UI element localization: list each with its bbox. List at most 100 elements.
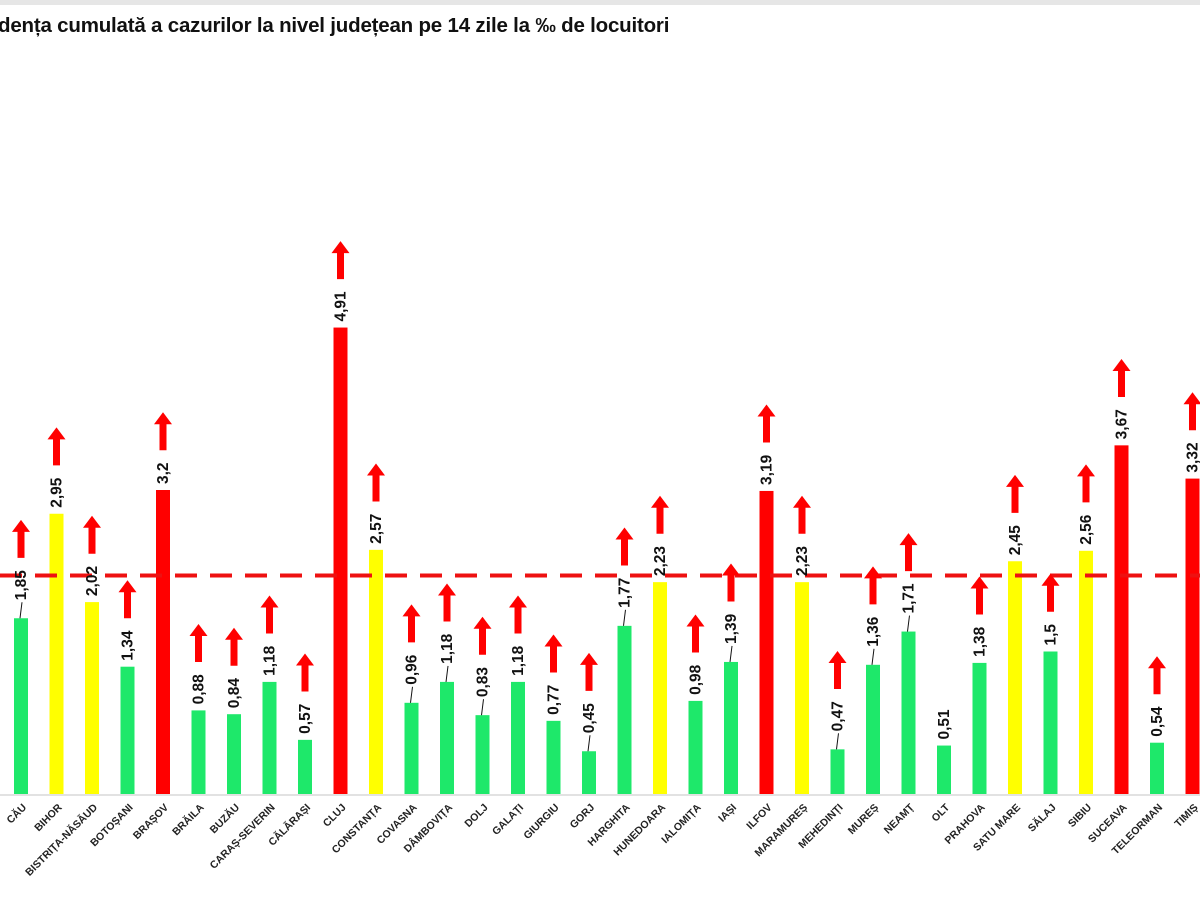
value-label: 3,32 [1185, 442, 1200, 472]
bar-bistrița-năsăud [85, 602, 99, 794]
bar-bacău [14, 618, 28, 794]
leader-line [623, 609, 626, 626]
trend-up-arrow-icon [722, 563, 740, 602]
bars-group [14, 327, 1200, 794]
trend-up-arrow-icon [580, 652, 598, 691]
bar-ialomița [688, 700, 703, 794]
trend-up-arrow-icon [1077, 464, 1095, 503]
category-label: MUREȘ [846, 802, 881, 837]
value-label: 3,19 [759, 454, 776, 485]
trend-up-arrow-icon [828, 650, 847, 689]
trend-up-arrow-icon [225, 627, 243, 666]
value-label: 0,88 [191, 674, 208, 705]
value-label: 0,77 [546, 685, 563, 715]
bar-suceava [1114, 445, 1129, 794]
trend-up-arrow-icon [47, 427, 66, 466]
trend-up-arrow-icon [438, 583, 456, 622]
category-label: SIBIU [1066, 802, 1094, 830]
category-label: NEAMȚ [882, 801, 917, 836]
bar-giurgiu [546, 720, 561, 794]
bar-caraș-severin [262, 681, 277, 794]
category-label: BRĂILA [169, 801, 207, 839]
category-label: OLT [929, 801, 952, 824]
bar-sibiu [1079, 550, 1093, 794]
bar-prahova [972, 662, 987, 794]
value-label: 0,47 [830, 701, 847, 731]
value-label: 2,56 [1078, 514, 1095, 545]
trend-up-arrow-icon [509, 595, 527, 634]
bar-neamț [901, 631, 916, 794]
trend-up-arrow-icon [1148, 656, 1166, 695]
bar-sălaj [1043, 651, 1058, 794]
trend-up-arrow-icon [83, 515, 101, 554]
trend-up-arrow-icon [1183, 392, 1200, 431]
bar-brașov [156, 490, 170, 794]
trend-up-arrow-icon [1006, 474, 1024, 513]
bar-brăila [191, 710, 206, 794]
value-label: 0,45 [581, 703, 598, 734]
value-labels-group: 1,85 2,95 2,02 1,34 3,2 0,88 0,84 1,18 0,57 4,91 2… [13, 291, 1200, 740]
trend-up-arrow-icon [402, 604, 421, 643]
trend-up-arrow-icon [651, 495, 669, 534]
category-label: ILFOV [744, 802, 774, 832]
value-label: 0,51 [936, 709, 953, 740]
bar-hunedoara [653, 582, 667, 794]
value-label: 2,23 [652, 546, 669, 577]
value-label: 1,18 [262, 645, 279, 676]
trend-up-arrow-icon [296, 653, 314, 692]
value-label: 1,85 [13, 570, 30, 601]
bar-călărași [298, 739, 312, 794]
category-label: CĂU [4, 801, 29, 826]
category-label: CLUJ [321, 802, 349, 830]
trend-up-arrow-icon [899, 533, 918, 572]
leader-line [410, 686, 413, 703]
trend-up-arrow-icon [1041, 573, 1060, 612]
category-label: TIMIȘ [1172, 802, 1200, 830]
value-label: 1,39 [723, 613, 740, 644]
leader-line [907, 615, 910, 632]
trend-up-arrow-icon [473, 616, 492, 655]
value-label: 0,57 [297, 704, 314, 734]
value-label: 0,83 [475, 667, 492, 698]
chart-title: dența cumulată a cazurilor la nivel jude… [0, 14, 670, 37]
value-label: 0,96 [404, 654, 421, 685]
value-label: 1,77 [617, 578, 634, 608]
bar-satu-mare [1008, 561, 1022, 794]
category-label: GIURGIU [521, 802, 561, 842]
trend-up-arrow-icon [757, 404, 776, 443]
category-label: CARAȘ-SEVERIN [208, 802, 278, 872]
trend-up-arrow-icon [1112, 358, 1131, 397]
bar-botoșani [120, 666, 135, 794]
trend-up-arrow-icon [615, 527, 634, 566]
category-label: GALAȚI [490, 802, 526, 838]
trend-up-arrow-icon [189, 624, 208, 662]
trend-arrows-group [12, 241, 1200, 695]
value-label: 1,36 [865, 616, 882, 647]
value-label: 3,2 [155, 462, 172, 484]
top-border-strip [0, 0, 1200, 5]
bar-teleorman [1150, 742, 1164, 794]
bar-harghita [617, 625, 632, 794]
trend-up-arrow-icon [154, 412, 172, 451]
bar-covasna [404, 702, 419, 794]
trend-up-arrow-icon [864, 566, 882, 605]
leader-line [445, 665, 449, 682]
leader-lines-group [19, 602, 910, 752]
category-label: DOLJ [462, 802, 490, 830]
value-label: 2,23 [794, 546, 811, 577]
bar-maramureș [795, 582, 809, 794]
leader-line [836, 733, 839, 750]
value-label: 0,98 [688, 664, 705, 695]
trend-up-arrow-icon [12, 519, 30, 558]
value-label: 4,91 [333, 291, 350, 322]
value-label: 1,18 [510, 645, 527, 676]
bar-olt [937, 745, 951, 794]
x-axis-group: CĂU BIHORBISTRIȚA-NĂSĂUDBOTOȘANIBRAȘOVBRĂ… [0, 794, 1200, 879]
leader-line [481, 699, 484, 716]
value-label: 1,38 [972, 626, 989, 657]
trend-up-arrow-icon [367, 463, 385, 502]
category-label: GORJ [568, 802, 598, 832]
bar-constanța [369, 549, 383, 794]
value-label: 1,34 [120, 630, 137, 661]
